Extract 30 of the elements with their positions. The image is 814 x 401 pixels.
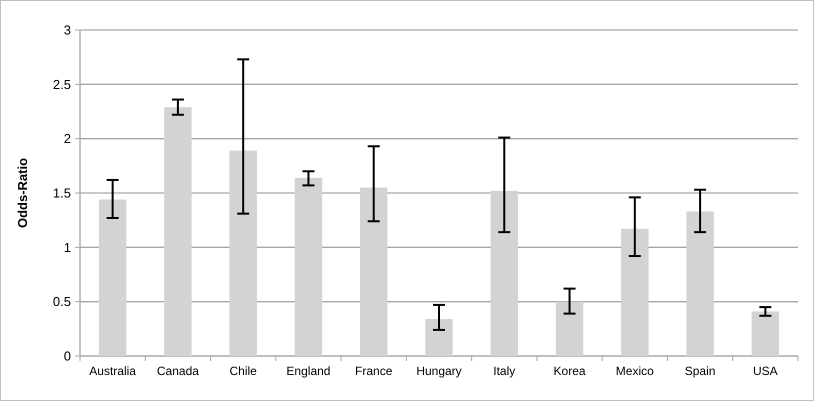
bar: [360, 188, 388, 356]
x-tick-label: Spain: [684, 364, 716, 378]
x-tick-label: USA: [753, 364, 778, 378]
y-tick-label: 0: [64, 348, 71, 364]
bar: [164, 107, 192, 356]
y-tick-label: 1: [64, 240, 71, 255]
y-axis-title: Odds-Ratio: [15, 158, 30, 228]
y-tick-label: 0.5: [52, 294, 71, 310]
y-tick-label: 2.5: [52, 76, 71, 92]
bar: [425, 319, 453, 356]
bar: [294, 178, 322, 356]
x-tick-label: France: [355, 364, 393, 378]
x-tick-label: Hungary: [416, 364, 462, 378]
x-tick-label: Chile: [230, 364, 258, 378]
x-tick-label: England: [286, 364, 330, 378]
y-tick-label: 2: [64, 131, 71, 146]
bar: [621, 228, 649, 356]
x-tick-label: Italy: [493, 364, 516, 378]
bar: [752, 311, 780, 356]
bar: [98, 200, 126, 356]
x-tick-label: Mexico: [616, 364, 654, 378]
bar: [229, 150, 257, 356]
y-tick-label: 1.5: [52, 186, 71, 201]
x-tick-label: Australia: [89, 364, 136, 378]
x-tick-label: Canada: [156, 364, 200, 378]
y-tick-label: 3: [64, 22, 71, 38]
bar: [686, 211, 714, 356]
bar: [556, 302, 584, 356]
x-tick-label: Korea: [554, 364, 586, 378]
bar: [490, 190, 518, 356]
